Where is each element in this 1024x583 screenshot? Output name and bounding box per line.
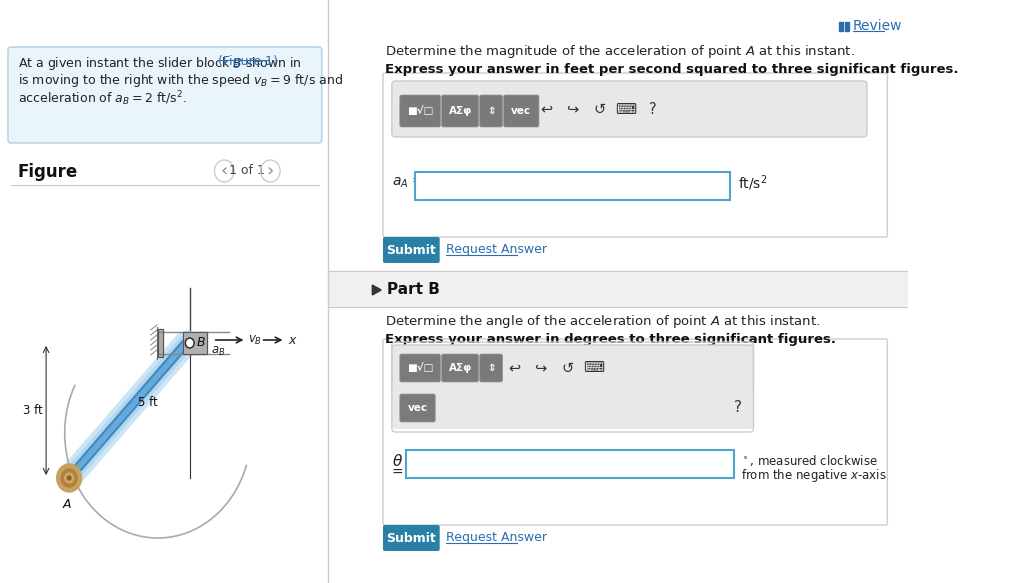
FancyBboxPatch shape [399, 394, 435, 422]
Text: ft/s$^2$: ft/s$^2$ [737, 173, 767, 193]
Text: ↺: ↺ [561, 360, 573, 375]
Text: ↺: ↺ [593, 101, 605, 117]
FancyBboxPatch shape [383, 73, 888, 237]
Text: 3 ft: 3 ft [23, 404, 43, 417]
Text: $x$: $x$ [288, 333, 298, 346]
Text: AΣφ: AΣφ [449, 363, 472, 373]
Circle shape [65, 473, 74, 483]
Text: ‹: ‹ [220, 162, 228, 180]
Text: $a_A$ =: $a_A$ = [392, 176, 424, 190]
Text: Submit: Submit [386, 244, 436, 257]
FancyBboxPatch shape [441, 95, 478, 127]
FancyBboxPatch shape [399, 354, 440, 382]
Text: 1 of 1: 1 of 1 [228, 164, 264, 177]
FancyBboxPatch shape [383, 237, 439, 263]
Text: Submit: Submit [386, 532, 436, 545]
Polygon shape [373, 285, 381, 295]
Circle shape [56, 464, 82, 492]
Bar [406, 450, 734, 478]
Text: At a given instant the slider block $B$ shown in: At a given instant the slider block $B$ … [17, 55, 302, 72]
FancyBboxPatch shape [392, 81, 867, 137]
FancyBboxPatch shape [392, 387, 754, 429]
FancyBboxPatch shape [504, 95, 539, 127]
FancyBboxPatch shape [392, 345, 754, 391]
Text: Request Answer: Request Answer [445, 532, 547, 545]
Text: ↪: ↪ [535, 360, 547, 375]
FancyBboxPatch shape [8, 47, 322, 143]
Text: AΣφ: AΣφ [449, 106, 472, 116]
Circle shape [214, 160, 234, 182]
Text: $^\circ$, measured clockwise: $^\circ$, measured clockwise [741, 454, 878, 469]
Text: 5 ft: 5 ft [138, 395, 158, 409]
Text: ?: ? [734, 401, 742, 416]
Text: $A$: $A$ [62, 498, 73, 511]
Text: Review: Review [853, 19, 902, 33]
Text: Request Answer: Request Answer [445, 244, 547, 257]
Text: vec: vec [408, 403, 428, 413]
Circle shape [185, 338, 195, 348]
Text: vec: vec [511, 106, 531, 116]
Text: ↩: ↩ [508, 360, 520, 375]
Bar [182, 332, 208, 354]
Text: Express your answer in degrees to three significant figures.: Express your answer in degrees to three … [385, 333, 836, 346]
Text: $B$: $B$ [196, 335, 206, 349]
Bar [158, 329, 163, 357]
FancyBboxPatch shape [479, 95, 503, 127]
Text: ↪: ↪ [566, 101, 579, 117]
Text: Figure: Figure [17, 163, 78, 181]
Text: Determine the magnitude of the acceleration of point $\mathit{A}$ at this instan: Determine the magnitude of the accelerat… [385, 43, 855, 60]
FancyBboxPatch shape [383, 525, 439, 551]
Text: (Figure 1): (Figure 1) [218, 55, 278, 68]
Text: Determine the angle of the acceleration of point $\mathit{A}$ at this instant.: Determine the angle of the acceleration … [385, 313, 820, 330]
Text: =: = [392, 466, 403, 480]
Text: ⌨: ⌨ [615, 101, 636, 117]
Text: ›: › [266, 162, 274, 180]
FancyBboxPatch shape [399, 95, 440, 127]
Text: ■√□: ■√□ [407, 363, 433, 373]
Bar [845, 22, 849, 31]
Text: Express your answer in feet per second squared to three significant figures.: Express your answer in feet per second s… [385, 63, 958, 76]
Text: ?: ? [648, 101, 656, 117]
FancyBboxPatch shape [479, 354, 503, 382]
Circle shape [261, 160, 281, 182]
Bar [328, 271, 907, 307]
Bar [839, 22, 843, 31]
Text: ■√□: ■√□ [407, 106, 433, 116]
Text: Part B: Part B [386, 283, 439, 297]
Circle shape [68, 476, 71, 480]
Text: ⌨: ⌨ [584, 360, 604, 375]
Text: ↩: ↩ [540, 101, 552, 117]
Text: $a_B$: $a_B$ [211, 345, 225, 357]
Circle shape [61, 469, 77, 487]
Text: is moving to the right with the speed $v_B = 9$ ft/s and: is moving to the right with the speed $v… [17, 72, 343, 89]
Text: $\theta$: $\theta$ [392, 453, 402, 469]
Text: acceleration of $a_B = 2$ ft/s$^2$.: acceleration of $a_B = 2$ ft/s$^2$. [17, 89, 186, 108]
FancyBboxPatch shape [441, 354, 478, 382]
Text: ⇕: ⇕ [486, 363, 496, 373]
Text: from the negative $x$-axis: from the negative $x$-axis [741, 466, 887, 483]
Text: ⇕: ⇕ [486, 106, 496, 116]
Bar [415, 172, 729, 200]
Bar [182, 332, 208, 354]
FancyBboxPatch shape [383, 339, 888, 525]
Bar [158, 329, 163, 357]
Text: $v_B$: $v_B$ [248, 333, 262, 346]
